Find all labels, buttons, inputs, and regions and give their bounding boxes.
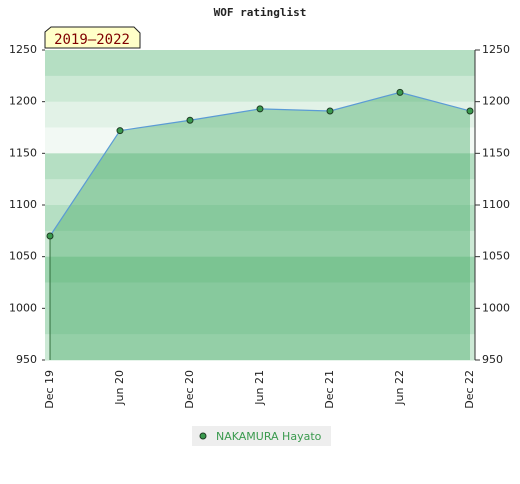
background-stripe	[45, 308, 475, 335]
y2-tick-label: 1000	[482, 301, 510, 314]
y-tick-label: 1100	[9, 198, 37, 211]
x-tick-label: Dec 19	[43, 370, 56, 409]
point	[186, 116, 194, 124]
x-tick-label: Jun 20	[113, 370, 126, 406]
legend	[192, 426, 331, 446]
background-stripe	[45, 75, 475, 103]
background-stripe	[45, 179, 475, 206]
period-box	[44, 26, 141, 49]
legend-marker	[199, 432, 207, 440]
background-stripe	[45, 153, 475, 180]
y-tick-label: 1200	[9, 95, 37, 108]
legend-label: NAKAMURA Hayato	[216, 430, 322, 443]
y2-tick-label: 950	[482, 353, 503, 366]
background-stripe	[45, 127, 475, 154]
x-tick-label: Dec 22	[463, 370, 476, 409]
x-tick-label: Dec 21	[323, 370, 336, 409]
period-label: 2019–2022	[54, 32, 130, 48]
y-tick-label: 1250	[9, 43, 37, 56]
background-stripe	[45, 50, 475, 77]
y2-tick-label: 1250	[482, 43, 510, 56]
point	[256, 105, 264, 113]
x-tick-label: Jun 21	[253, 370, 266, 406]
area	[50, 92, 470, 360]
background-stripe	[45, 282, 475, 309]
point	[396, 88, 404, 96]
y-tick-label: 1050	[9, 250, 37, 263]
y-tick-label: 1150	[9, 146, 37, 159]
background-stripe	[45, 205, 475, 232]
background-stripe	[45, 256, 475, 283]
plot-area	[45, 50, 475, 361]
point	[46, 232, 54, 240]
point	[326, 107, 334, 115]
y2-tick-label: 1150	[482, 146, 510, 159]
point	[116, 127, 124, 135]
y-tick-label: 1000	[9, 301, 37, 314]
background-stripe	[45, 334, 475, 361]
y2-tick-label: 1200	[482, 95, 510, 108]
y2-tick-label: 1050	[482, 250, 510, 263]
point	[466, 107, 474, 115]
chart-title: WOF ratinglist	[214, 6, 307, 19]
background-stripe	[45, 230, 475, 258]
y-tick-label: 950	[16, 353, 37, 366]
y2-tick-label: 1100	[482, 198, 510, 211]
x-tick-label: Jun 22	[393, 370, 406, 406]
x-tick-label: Dec 20	[183, 370, 196, 409]
